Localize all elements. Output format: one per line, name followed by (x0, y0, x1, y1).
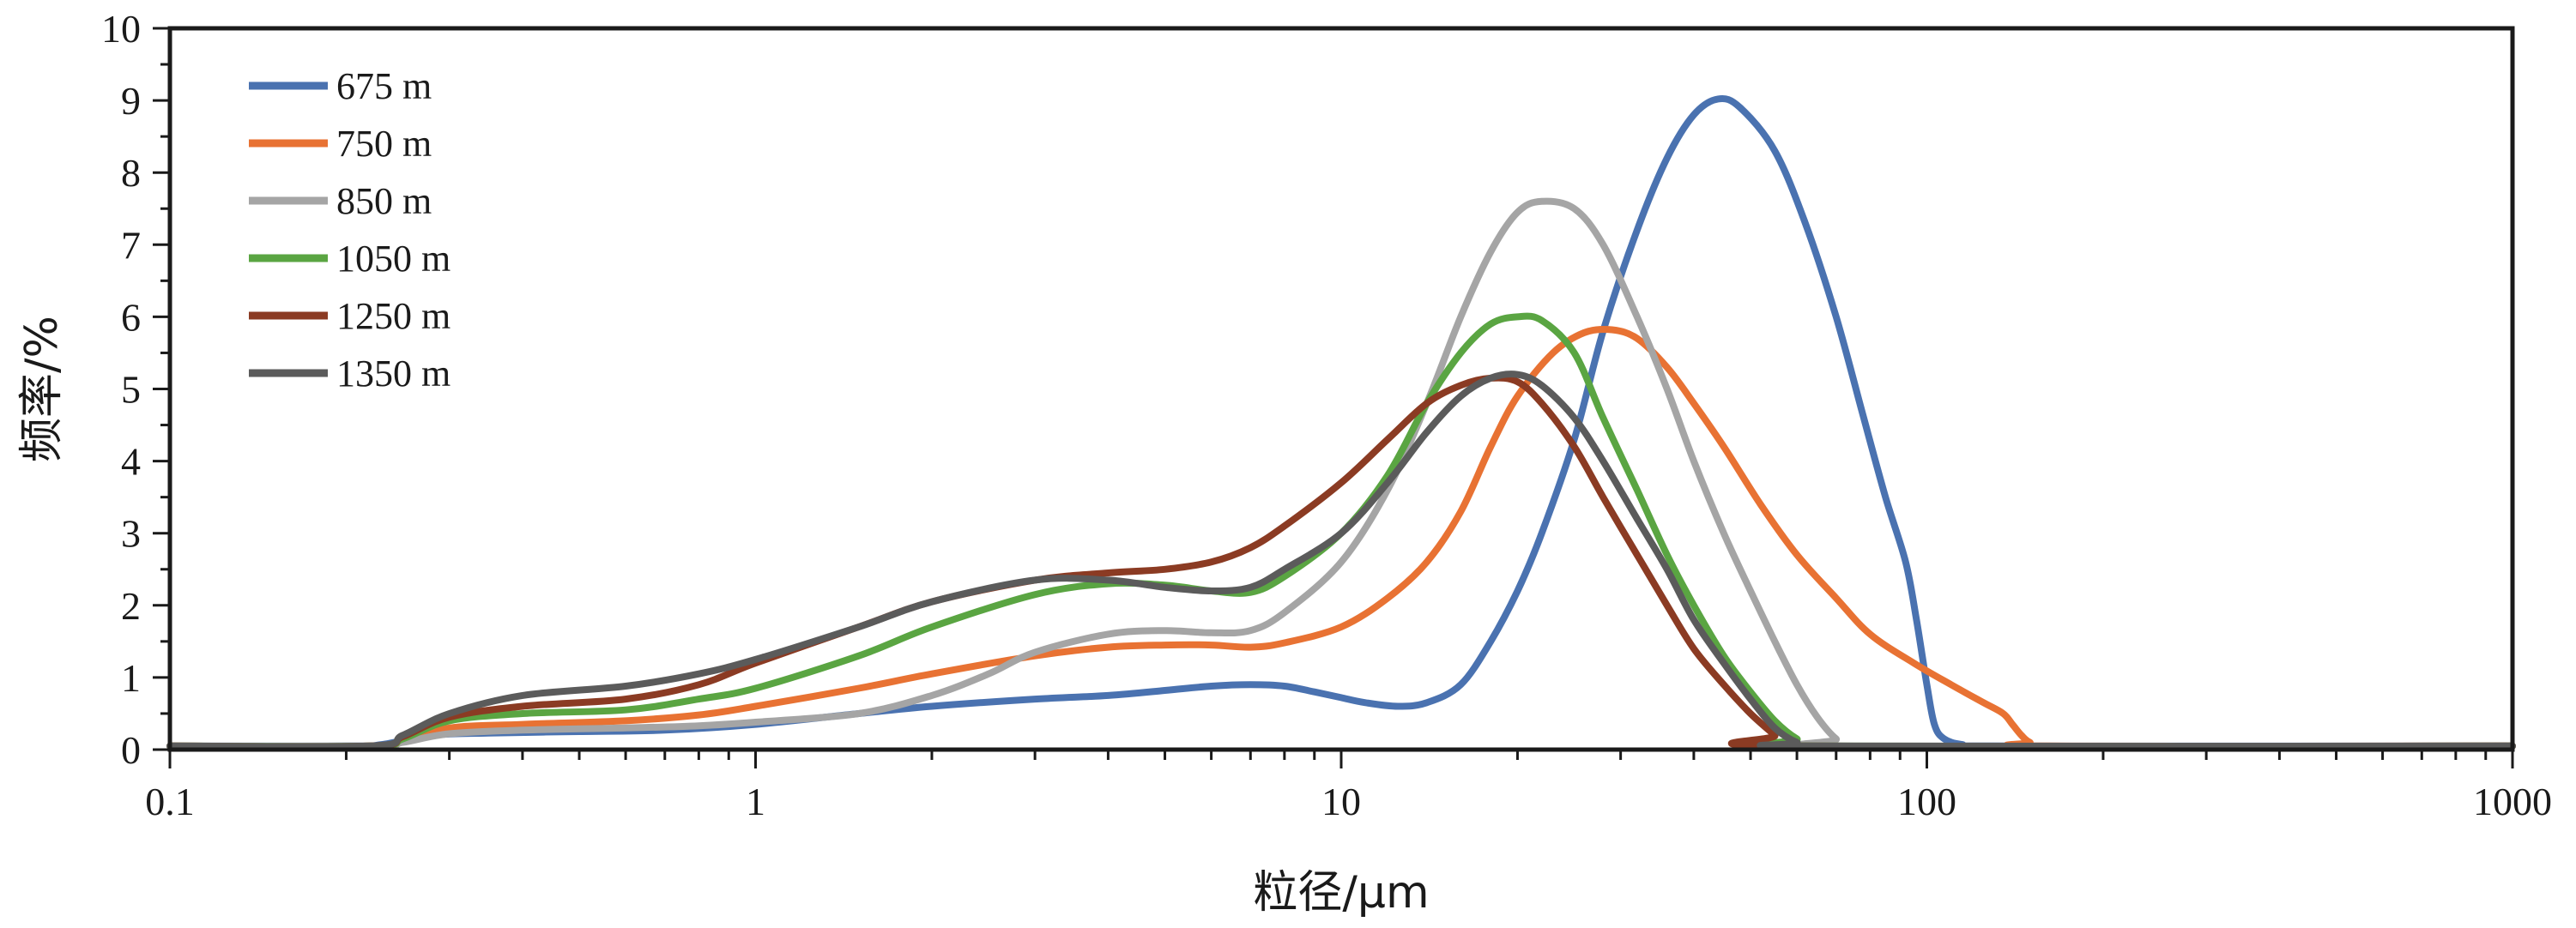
legend-label-4: 1250 m (336, 295, 450, 337)
y-tick-label: 8 (121, 151, 141, 195)
legend-label-1: 750 m (336, 123, 432, 165)
x-tick-label: 1000 (2473, 780, 2552, 823)
legend-label-3: 1050 m (336, 238, 450, 280)
plot-lines (166, 94, 2516, 750)
x-axis: 0.1 1 10 100 1000 (145, 750, 2552, 823)
y-tick-label: 7 (121, 223, 141, 267)
series-line-4 (166, 374, 2516, 750)
x-tick-label: 0.1 (145, 780, 195, 823)
legend-label-0: 675 m (336, 65, 432, 107)
y-tick-label: 6 (121, 295, 141, 339)
series-line-0 (166, 94, 2516, 750)
legend-label-2: 850 m (336, 180, 432, 222)
y-tick-label: 0 (121, 728, 141, 772)
x-tick-label: 100 (1897, 780, 1956, 823)
y-tick-label: 10 (101, 7, 141, 51)
x-tick-label: 1 (746, 780, 765, 823)
series-line-5 (166, 371, 2516, 750)
y-axis-title: 频率/% (16, 316, 68, 462)
y-tick-label: 3 (121, 512, 141, 556)
y-axis: 0 1 2 3 4 5 6 7 8 9 10 (101, 7, 170, 772)
plot-frame (167, 26, 2515, 752)
series-line-2 (166, 197, 2516, 750)
y-tick-label: 4 (121, 440, 141, 484)
legend-label-5: 1350 m (336, 353, 450, 395)
y-tick-label: 2 (121, 584, 141, 628)
y-tick-label: 1 (121, 656, 141, 700)
y-tick-label: 9 (121, 79, 141, 123)
series-line-1 (166, 325, 2516, 750)
legend: 675 m 750 m 850 m 1050 m 1250 m 1350 m (249, 65, 450, 395)
x-tick-label: 10 (1321, 780, 1361, 823)
series-line-3 (166, 312, 2516, 750)
y-tick-label: 5 (121, 368, 141, 412)
x-axis-title: 粒径/μm (1253, 867, 1429, 919)
